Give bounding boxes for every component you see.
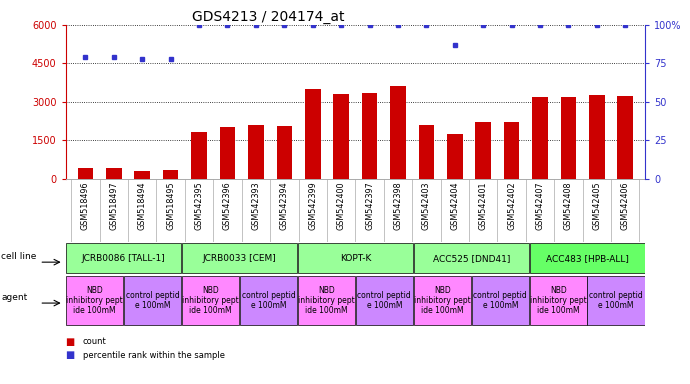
Text: NBD
inhibitory pept
ide 100mM: NBD inhibitory pept ide 100mM xyxy=(66,286,123,315)
Bar xyxy=(413,276,471,325)
Text: control peptid
e 100mM: control peptid e 100mM xyxy=(473,291,527,310)
Bar xyxy=(124,276,181,325)
Text: count: count xyxy=(83,337,106,346)
Text: GSM542397: GSM542397 xyxy=(365,182,374,230)
Bar xyxy=(447,134,462,179)
Text: ■: ■ xyxy=(66,350,75,360)
Bar xyxy=(362,93,377,179)
Bar xyxy=(589,94,604,179)
Text: cell line: cell line xyxy=(1,252,37,261)
Text: GSM518496: GSM518496 xyxy=(81,182,90,230)
Text: agent: agent xyxy=(1,293,28,302)
Text: NBD
inhibitory pept
ide 100mM: NBD inhibitory pept ide 100mM xyxy=(414,286,471,315)
Title: GDS4213 / 204174_at: GDS4213 / 204174_at xyxy=(192,10,345,24)
Text: ACC525 [DND41]: ACC525 [DND41] xyxy=(433,254,510,263)
Text: GSM542401: GSM542401 xyxy=(479,182,488,230)
Bar xyxy=(471,276,529,325)
Bar xyxy=(529,276,587,325)
Bar xyxy=(529,243,645,273)
Text: percentile rank within the sample: percentile rank within the sample xyxy=(83,351,225,360)
Text: GSM542398: GSM542398 xyxy=(393,182,402,230)
Text: GSM518494: GSM518494 xyxy=(138,182,147,230)
Bar xyxy=(191,132,207,179)
Text: GSM518497: GSM518497 xyxy=(109,182,119,230)
Text: GSM542394: GSM542394 xyxy=(280,182,289,230)
Text: control peptid
e 100mM: control peptid e 100mM xyxy=(589,291,643,310)
Text: GSM518495: GSM518495 xyxy=(166,182,175,230)
Bar xyxy=(504,122,520,179)
Bar xyxy=(66,276,124,325)
Bar xyxy=(561,97,576,179)
Text: GSM542406: GSM542406 xyxy=(621,182,630,230)
Text: GSM542402: GSM542402 xyxy=(507,182,516,230)
Bar xyxy=(475,122,491,179)
Text: ■: ■ xyxy=(66,337,75,347)
Text: GSM542404: GSM542404 xyxy=(451,182,460,230)
Bar xyxy=(355,276,413,325)
Text: GSM542393: GSM542393 xyxy=(251,182,260,230)
Text: NBD
inhibitory pept
ide 100mM: NBD inhibitory pept ide 100mM xyxy=(530,286,586,315)
Bar xyxy=(248,125,264,179)
Bar xyxy=(277,126,292,179)
Bar xyxy=(106,167,121,179)
Bar xyxy=(163,170,179,179)
Bar xyxy=(135,171,150,179)
Bar xyxy=(305,89,321,179)
Bar xyxy=(239,276,297,325)
Text: GSM542408: GSM542408 xyxy=(564,182,573,230)
Text: GSM542407: GSM542407 xyxy=(535,182,544,230)
Bar xyxy=(77,167,93,179)
Text: JCRB0086 [TALL-1]: JCRB0086 [TALL-1] xyxy=(81,254,166,263)
Text: NBD
inhibitory pept
ide 100mM: NBD inhibitory pept ide 100mM xyxy=(298,286,355,315)
Text: GSM542396: GSM542396 xyxy=(223,182,232,230)
Bar xyxy=(587,276,645,325)
Text: GSM542403: GSM542403 xyxy=(422,182,431,230)
Bar xyxy=(419,125,434,179)
Text: control peptid
e 100mM: control peptid e 100mM xyxy=(126,291,179,310)
Bar xyxy=(413,243,529,273)
Text: GSM542395: GSM542395 xyxy=(195,182,204,230)
Bar xyxy=(181,276,239,325)
Text: JCRB0033 [CEM]: JCRB0033 [CEM] xyxy=(203,254,276,263)
Text: GSM542405: GSM542405 xyxy=(592,182,602,230)
Text: NBD
inhibitory pept
ide 100mM: NBD inhibitory pept ide 100mM xyxy=(182,286,239,315)
Bar xyxy=(333,94,349,179)
Bar xyxy=(297,276,355,325)
Text: GSM542399: GSM542399 xyxy=(308,182,317,230)
Bar xyxy=(219,127,235,179)
Text: control peptid
e 100mM: control peptid e 100mM xyxy=(241,291,295,310)
Bar xyxy=(532,97,548,179)
Text: KOPT-K: KOPT-K xyxy=(339,254,371,263)
Text: ACC483 [HPB-ALL]: ACC483 [HPB-ALL] xyxy=(546,254,629,263)
Bar xyxy=(618,96,633,179)
Text: GSM542400: GSM542400 xyxy=(337,182,346,230)
Bar xyxy=(181,243,297,273)
Bar xyxy=(66,243,181,273)
Text: control peptid
e 100mM: control peptid e 100mM xyxy=(357,291,411,310)
Bar xyxy=(390,86,406,179)
Bar xyxy=(297,243,413,273)
